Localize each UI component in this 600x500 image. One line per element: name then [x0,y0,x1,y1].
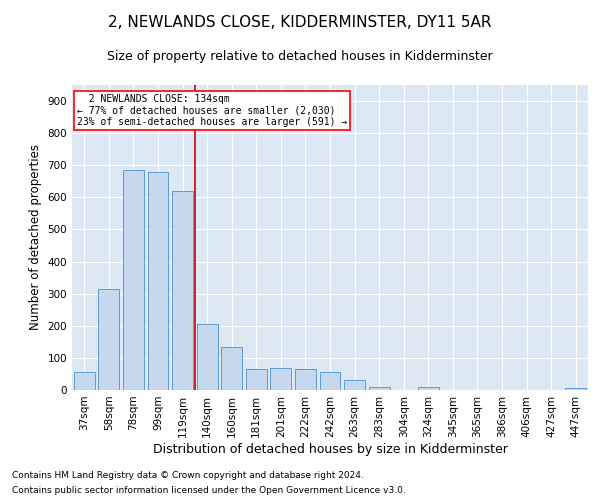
Bar [148,172,169,390]
Bar [295,369,316,390]
Bar [565,388,586,390]
Text: 2, NEWLANDS CLOSE, KIDDERMINSTER, DY11 5AR: 2, NEWLANDS CLOSE, KIDDERMINSTER, DY11 5… [108,15,492,30]
Text: Contains HM Land Registry data © Crown copyright and database right 2024.: Contains HM Land Registry data © Crown c… [12,471,364,480]
Bar [320,372,340,390]
Bar [344,380,365,390]
Bar [271,368,292,390]
Y-axis label: Number of detached properties: Number of detached properties [29,144,42,330]
X-axis label: Distribution of detached houses by size in Kidderminster: Distribution of detached houses by size … [152,442,508,456]
Bar [418,388,439,390]
Bar [197,324,218,390]
Bar [123,170,144,390]
Text: Size of property relative to detached houses in Kidderminster: Size of property relative to detached ho… [107,50,493,63]
Bar [74,372,95,390]
Bar [246,369,267,390]
Bar [172,191,193,390]
Bar [221,346,242,390]
Bar [98,289,119,390]
Bar [368,388,389,390]
Text: Contains public sector information licensed under the Open Government Licence v3: Contains public sector information licen… [12,486,406,495]
Text: 2 NEWLANDS CLOSE: 134sqm  
← 77% of detached houses are smaller (2,030)
23% of s: 2 NEWLANDS CLOSE: 134sqm ← 77% of detach… [77,94,347,128]
